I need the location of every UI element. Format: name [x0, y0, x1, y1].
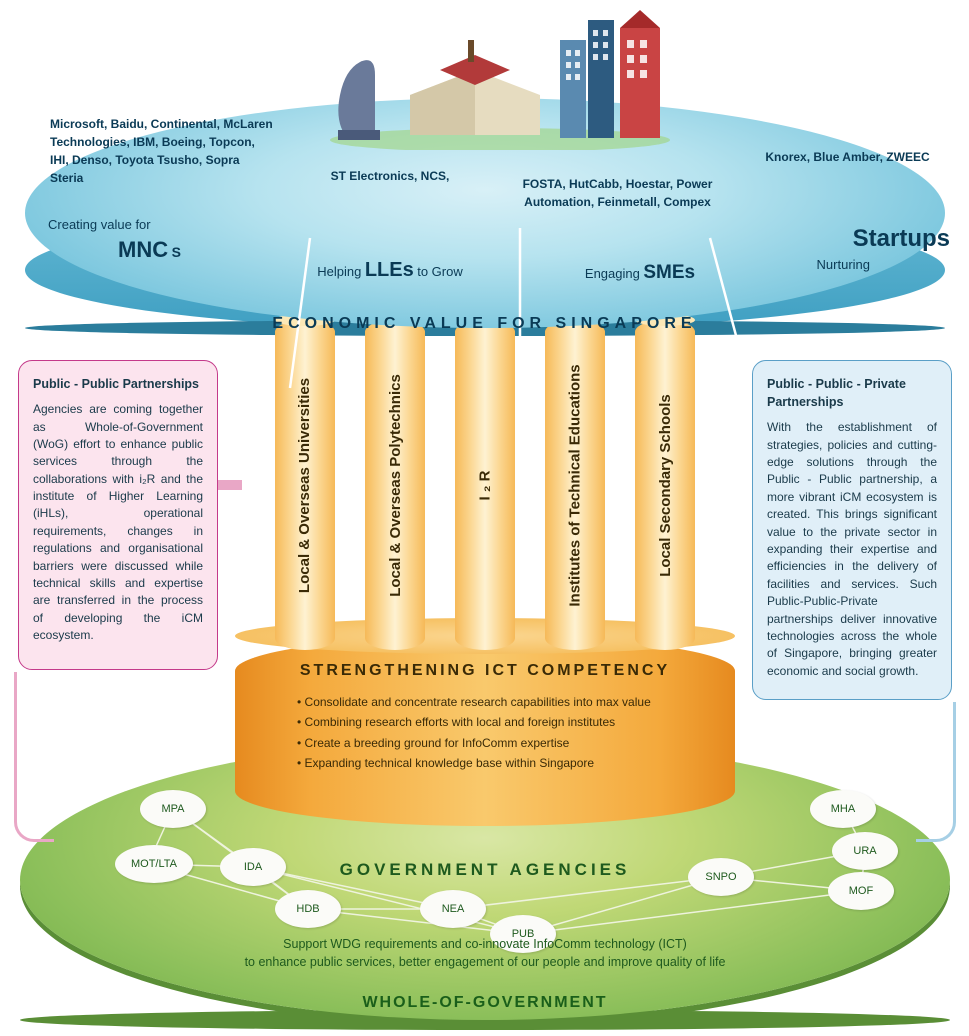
- education-pillars: Local & Overseas Universities Local & Ove…: [275, 320, 695, 650]
- wog-support-text: Support WDG requirements and co-innovate…: [140, 935, 830, 973]
- sector-lle-label: Helping LLEs to Grow: [280, 256, 500, 284]
- mnc-big: MNC: [118, 237, 168, 262]
- pillar-label: Institutes of Technical Educations: [567, 364, 584, 606]
- pillar: Institutes of Technical Educations: [545, 320, 605, 650]
- right-box-body: With the establishment of strategies, po…: [767, 419, 937, 680]
- pillar-label: Local & Overseas Universities: [297, 377, 314, 592]
- pillar: Local Secondary Schools: [635, 320, 695, 650]
- left-box-body: Agencies are coming together as Whole-of…: [33, 401, 203, 644]
- sector-sme: FOSTA, HutCabb, Hoestar, Power Automatio…: [520, 175, 715, 211]
- pillar-label: Local & Overseas Polytechnics: [387, 374, 404, 597]
- agency-node: MPA: [140, 790, 206, 828]
- left-connector-stub: [218, 480, 242, 490]
- mnc-companies: Microsoft, Baidu, Continental, McLaren T…: [50, 115, 275, 187]
- sector-lle: ST Electronics, NCS,: [305, 168, 475, 185]
- mnc-suffix: S: [172, 244, 181, 260]
- mnc-lead: Creating value for: [48, 217, 151, 232]
- ict-bullet: Consolidate and concentrate research cap…: [297, 692, 695, 712]
- right-connector-line: [916, 702, 956, 842]
- lle-lead: Helping: [317, 264, 361, 279]
- sector-startups: Knorex, Blue Amber, ZWEEC: [760, 148, 935, 166]
- sector-startups-label: Startups Nurturing: [760, 222, 950, 274]
- startup-lead: Nurturing: [817, 257, 870, 272]
- ict-bullet: Create a breeding ground for InfoComm ex…: [297, 733, 695, 753]
- ict-competency-cylinder: STRENGTHENING ICT COMPETENCY Consolidate…: [235, 636, 735, 826]
- public-public-partnerships-box: Public - Public Partnerships Agencies ar…: [18, 360, 218, 670]
- ict-bullet-list: Consolidate and concentrate research cap…: [297, 692, 695, 774]
- right-box-title: Public - Public - Private Partnerships: [767, 375, 937, 411]
- sme-lead: Engaging: [585, 266, 640, 281]
- left-box-title: Public - Public Partnerships: [33, 375, 203, 393]
- lle-big: LLEs: [365, 259, 414, 281]
- sme-companies: FOSTA, HutCabb, Hoestar, Power Automatio…: [520, 175, 715, 211]
- whole-of-government-title: WHOLE-OF-GOVERNMENT: [20, 994, 950, 1012]
- sme-big: SMEs: [643, 262, 695, 283]
- sector-sme-label: Engaging SMEs: [540, 260, 740, 287]
- pillar: Local & Overseas Polytechnics: [365, 320, 425, 650]
- government-agencies-heading: GOVERNMENT AGENCIES: [20, 860, 950, 880]
- startup-big: Startups: [853, 225, 950, 252]
- left-connector-line: [14, 672, 54, 842]
- ict-bullet: Combining research efforts with local an…: [297, 712, 695, 732]
- agency-node: HDB: [275, 890, 341, 928]
- public-public-private-partnerships-box: Public - Public - Private Partnerships W…: [752, 360, 952, 700]
- ict-bullet: Expanding technical knowledge base withi…: [297, 753, 695, 773]
- lle-trail: to Grow: [417, 264, 463, 279]
- ict-competency-title: STRENGTHENING ICT COMPETENCY: [235, 662, 735, 680]
- pillar-label: Local Secondary Schools: [657, 394, 674, 577]
- pillar: Local & Overseas Universities: [275, 320, 335, 650]
- pillar-label: I ₂ R: [477, 470, 494, 500]
- pillar: I ₂ R: [455, 320, 515, 650]
- sector-mnc-label: Creating value for MNC S: [48, 216, 278, 265]
- startup-companies: Knorex, Blue Amber, ZWEEC: [760, 148, 935, 166]
- agency-node: MHA: [810, 790, 876, 828]
- city-skyline-icon: [320, 0, 680, 150]
- sector-mnc: Microsoft, Baidu, Continental, McLaren T…: [50, 115, 275, 187]
- economic-value-title: ECONOMIC VALUE FOR SINGAPORE: [0, 315, 969, 333]
- agency-node: NEA: [420, 890, 486, 928]
- lle-companies: ST Electronics, NCS,: [305, 168, 475, 185]
